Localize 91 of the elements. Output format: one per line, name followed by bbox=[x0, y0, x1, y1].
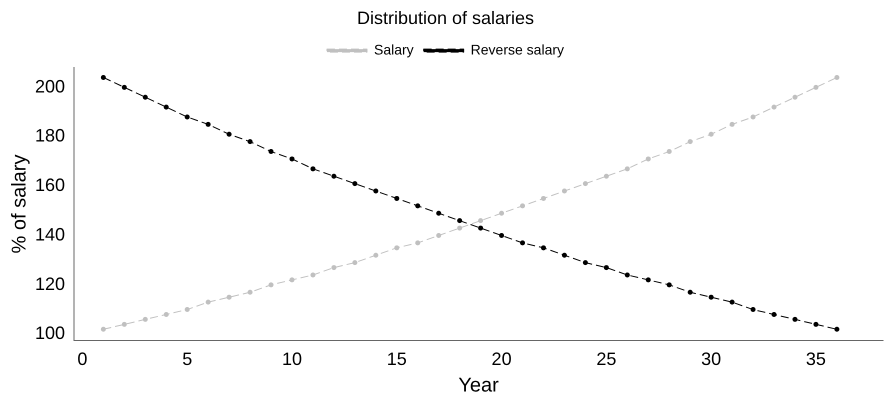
legend-label: Salary bbox=[374, 41, 414, 58]
x-tick-label: 15 bbox=[386, 349, 407, 370]
point bbox=[708, 132, 714, 137]
point bbox=[750, 307, 756, 312]
x-tick-label: 0 bbox=[77, 349, 88, 370]
point bbox=[520, 203, 526, 208]
y-tick-label: 180 bbox=[34, 126, 66, 146]
point bbox=[792, 94, 798, 100]
chart-title: Distribution of salaries bbox=[356, 8, 534, 28]
y-axis-title: % of salary bbox=[8, 154, 31, 254]
point bbox=[436, 210, 442, 216]
point bbox=[730, 122, 735, 127]
point bbox=[142, 316, 148, 322]
x-tick-label: 30 bbox=[701, 349, 722, 370]
point bbox=[248, 139, 253, 144]
y-tick-label: 100 bbox=[34, 323, 66, 344]
point bbox=[604, 265, 609, 270]
point bbox=[184, 307, 190, 312]
point bbox=[772, 104, 777, 110]
point bbox=[688, 290, 693, 295]
point bbox=[478, 226, 484, 231]
point bbox=[813, 322, 818, 327]
y-tick-label: 140 bbox=[34, 224, 66, 244]
point bbox=[310, 166, 316, 172]
point bbox=[792, 316, 798, 322]
point bbox=[562, 188, 567, 194]
point bbox=[122, 322, 127, 327]
point bbox=[289, 156, 294, 162]
point bbox=[834, 326, 840, 332]
point bbox=[666, 149, 672, 154]
point bbox=[499, 232, 504, 238]
point bbox=[457, 218, 462, 224]
point bbox=[772, 312, 777, 317]
point bbox=[352, 181, 358, 186]
point bbox=[582, 181, 588, 186]
x-tick-label: 35 bbox=[806, 349, 826, 370]
point bbox=[624, 166, 630, 172]
point bbox=[646, 277, 651, 282]
point bbox=[206, 300, 211, 305]
point bbox=[226, 132, 232, 137]
point bbox=[813, 84, 818, 90]
point bbox=[540, 196, 546, 201]
point bbox=[268, 149, 274, 154]
point bbox=[708, 294, 714, 300]
point bbox=[562, 252, 567, 258]
point bbox=[310, 272, 316, 278]
point bbox=[100, 74, 106, 80]
point bbox=[520, 240, 526, 246]
point bbox=[331, 174, 336, 179]
point bbox=[394, 245, 400, 250]
point bbox=[478, 218, 484, 224]
point bbox=[666, 282, 672, 288]
point bbox=[457, 226, 462, 231]
point bbox=[646, 156, 651, 162]
point bbox=[415, 240, 420, 246]
point bbox=[688, 139, 693, 144]
point bbox=[100, 326, 106, 332]
y-tick-label: 160 bbox=[34, 175, 66, 196]
x-axis-title: Year bbox=[458, 374, 500, 397]
y-tick-label: 200 bbox=[34, 76, 66, 96]
point bbox=[122, 84, 127, 90]
point bbox=[415, 203, 420, 208]
x-tick-label: 10 bbox=[282, 349, 302, 370]
point bbox=[142, 94, 148, 100]
point bbox=[352, 260, 358, 266]
point bbox=[604, 174, 609, 179]
point bbox=[289, 277, 294, 282]
point bbox=[226, 294, 232, 300]
point bbox=[206, 122, 211, 127]
point bbox=[268, 282, 274, 288]
point bbox=[750, 114, 756, 120]
point bbox=[373, 252, 378, 258]
point bbox=[373, 188, 378, 194]
point bbox=[394, 196, 400, 201]
x-tick-label: 5 bbox=[182, 349, 192, 370]
x-tick-label: 20 bbox=[492, 349, 512, 370]
point bbox=[164, 104, 169, 110]
point bbox=[499, 210, 504, 216]
point bbox=[436, 232, 442, 238]
point bbox=[834, 74, 840, 80]
point bbox=[331, 265, 336, 270]
x-tick-label: 25 bbox=[596, 349, 616, 370]
legend-label: Reverse salary bbox=[470, 41, 564, 58]
point bbox=[540, 245, 546, 250]
y-tick-label: 120 bbox=[34, 274, 66, 294]
point bbox=[624, 272, 630, 278]
point bbox=[184, 114, 190, 120]
point bbox=[730, 300, 735, 305]
point bbox=[164, 312, 169, 317]
point bbox=[582, 260, 588, 266]
point bbox=[248, 290, 253, 295]
